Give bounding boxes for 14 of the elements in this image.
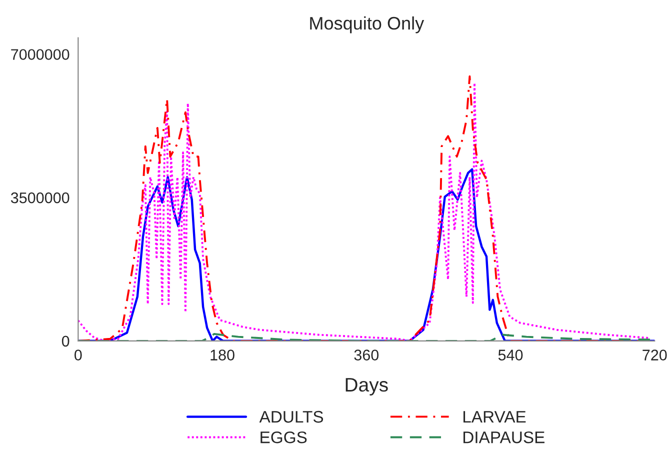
x-tick-label: 540 (498, 350, 523, 360)
legend-label: EGGS (260, 431, 307, 444)
x-axis-title: Days (346, 378, 388, 396)
legend-label: DIAPAUSE (464, 431, 544, 444)
legend-label: ADULTS (259, 410, 324, 423)
x-tick-label: 180 (210, 350, 234, 360)
chart-title: Mosquito Only (310, 16, 424, 34)
x-tick-label: 360 (354, 350, 379, 360)
y-tick-label: 7000000 (11, 49, 70, 60)
x-tick-label: 0 (74, 350, 82, 360)
legend-label: LARVAE (464, 411, 526, 423)
y-tick-label: 0 (62, 336, 70, 347)
y-tick-label: 3500000 (10, 192, 70, 204)
x-tick-label: 720 (642, 350, 667, 360)
